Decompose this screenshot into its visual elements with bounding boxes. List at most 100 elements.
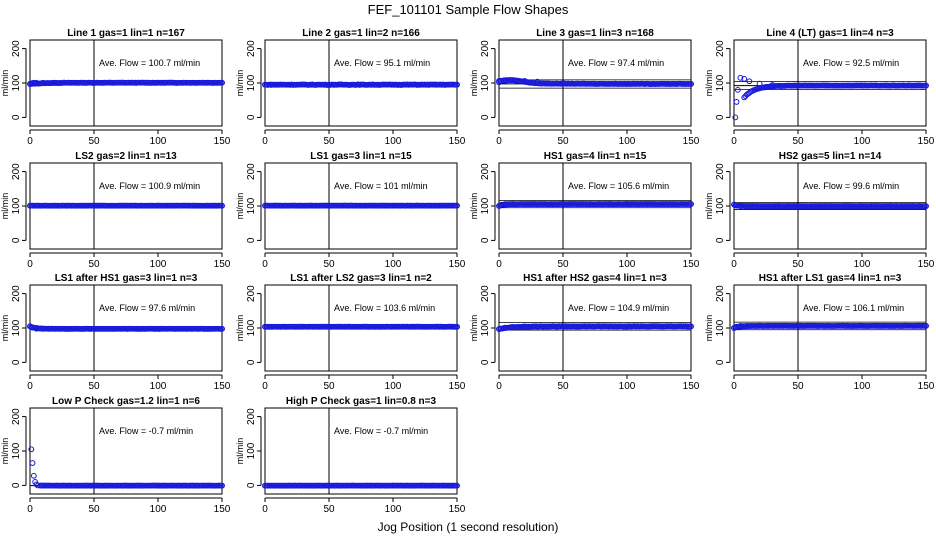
average-annotation: Ave. Flow = 101 ml/min: [334, 181, 428, 191]
data-point: [219, 325, 225, 332]
x-tick-label: 100: [619, 381, 636, 392]
y-tick-label: 0: [480, 237, 491, 243]
y-tick-label: 0: [480, 114, 491, 120]
plot-frame: [264, 407, 458, 495]
x-tick-label: 100: [150, 259, 167, 270]
x-tick-label: 150: [214, 381, 231, 392]
panel-title: Line 4 (LT) gas=1 lin=4 n=3: [766, 28, 894, 39]
x-tick-label: 100: [619, 136, 636, 147]
panel: LS1 gas=3 lin=1 n=15 ml/min 0 50 100 150 0 100 2…: [235, 151, 466, 270]
x-tick-label: 150: [918, 381, 935, 392]
panel-title: HS1 gas=4 lin=1 n=15: [544, 151, 647, 162]
data-point: [688, 323, 694, 330]
y-tick-label: 0: [246, 359, 257, 365]
y-tick-label: 200: [246, 40, 257, 57]
x-tick-label: 50: [557, 259, 569, 270]
x-tick-label: 50: [323, 259, 335, 270]
x-tick-label: 0: [496, 381, 502, 392]
panel: LS2 gas=2 lin=1 n=13 ml/min 0 50 100 150 0 100 2…: [0, 151, 231, 270]
y-tick-label: 0: [715, 359, 726, 365]
x-tick-label: 100: [385, 381, 402, 392]
y-tick-label: 200: [246, 163, 257, 180]
panel-title: LS1 after HS1 gas=3 lin=1 n=3: [55, 273, 198, 284]
y-axis-label: ml/min: [235, 315, 245, 342]
y-tick-label: 200: [480, 163, 491, 180]
x-tick-label: 0: [262, 259, 268, 270]
y-tick-label: 100: [480, 319, 491, 336]
average-annotation: Ave. Flow = -0.7 ml/min: [99, 426, 193, 436]
x-tick-label: 100: [385, 504, 402, 515]
y-tick-label: 200: [715, 163, 726, 180]
data-point: [923, 203, 929, 210]
y-axis-label: ml/min: [469, 193, 479, 220]
data-point: [741, 75, 748, 82]
data-point: [732, 114, 739, 121]
y-tick-label: 100: [715, 74, 726, 91]
y-axis-label: ml/min: [0, 438, 10, 465]
x-tick-label: 150: [449, 259, 466, 270]
y-axis-label: ml/min: [469, 70, 479, 97]
average-annotation: Ave. Flow = 103.6 ml/min: [334, 303, 435, 313]
y-tick-label: 0: [715, 237, 726, 243]
panel-title: Line 1 gas=1 lin=1 n=167: [67, 28, 185, 39]
y-tick-label: 100: [246, 319, 257, 336]
average-annotation: Ave. Flow = 97.6 ml/min: [99, 303, 195, 313]
y-axis-label: ml/min: [469, 315, 479, 342]
panel-title: Line 3 gas=1 lin=3 n=168: [536, 28, 654, 39]
y-axis-label: ml/min: [704, 193, 714, 220]
y-tick-label: 200: [11, 163, 22, 180]
y-tick-label: 100: [246, 74, 257, 91]
y-tick-label: 200: [480, 285, 491, 302]
y-axis-label: ml/min: [704, 315, 714, 342]
data-point: [733, 99, 740, 105]
x-tick-label: 150: [918, 136, 935, 147]
panel-title: LS1 gas=3 lin=1 n=15: [310, 151, 412, 162]
y-tick-label: 0: [480, 359, 491, 365]
panel: Low P Check gas=1.2 lin=1 n=6 ml/min 0 50 10…: [0, 396, 231, 515]
y-tick-label: 0: [715, 114, 726, 120]
data-point: [734, 86, 741, 93]
x-tick-label: 100: [385, 136, 402, 147]
x-tick-label: 150: [214, 504, 231, 515]
plot-frame: [29, 407, 223, 495]
x-tick-label: 50: [88, 259, 100, 270]
x-tick-label: 100: [150, 504, 167, 515]
panel: LS1 after LS2 gas=3 lin=1 n=2 ml/min 0 50 10…: [235, 273, 466, 392]
data-point: [737, 74, 744, 81]
x-tick-label: 150: [449, 381, 466, 392]
x-tick-label: 100: [150, 381, 167, 392]
panel: Line 4 (LT) gas=1 lin=4 n=3 ml/min 0 50 100 1…: [704, 28, 935, 147]
x-tick-label: 100: [854, 259, 871, 270]
panel: LS1 after HS1 gas=3 lin=1 n=3 ml/min 0 50 10…: [0, 273, 231, 392]
y-axis-label: ml/min: [235, 70, 245, 97]
panel-title: HS1 after LS1 gas=4 lin=1 n=3: [759, 273, 902, 284]
panel-title: LS2 gas=2 lin=1 n=13: [75, 151, 177, 162]
data-point: [29, 460, 36, 466]
x-tick-label: 0: [262, 381, 268, 392]
y-tick-label: 0: [11, 114, 22, 120]
y-tick-label: 200: [11, 40, 22, 57]
y-axis-label: ml/min: [235, 438, 245, 465]
x-tick-label: 50: [88, 136, 100, 147]
y-tick-label: 200: [715, 40, 726, 57]
x-tick-label: 0: [27, 259, 33, 270]
x-tick-label: 50: [557, 381, 569, 392]
y-tick-label: 100: [11, 197, 22, 214]
x-tick-label: 0: [262, 136, 268, 147]
data-point: [219, 482, 225, 489]
panel: High P Check gas=1 lin=0.8 n=3 ml/min 0 50 1…: [235, 396, 466, 515]
x-tick-label: 100: [854, 136, 871, 147]
data-point: [454, 81, 460, 88]
y-tick-label: 200: [246, 285, 257, 302]
x-tick-label: 50: [88, 381, 100, 392]
x-tick-label: 0: [27, 381, 33, 392]
x-tick-label: 150: [449, 504, 466, 515]
y-tick-label: 100: [11, 319, 22, 336]
x-tick-label: 50: [323, 381, 335, 392]
data-point: [30, 472, 37, 479]
y-tick-label: 100: [246, 442, 257, 459]
y-tick-label: 0: [246, 482, 257, 488]
x-tick-label: 50: [792, 136, 804, 147]
x-tick-label: 50: [792, 259, 804, 270]
panel-title: LS1 after LS2 gas=3 lin=1 n=2: [290, 273, 432, 284]
